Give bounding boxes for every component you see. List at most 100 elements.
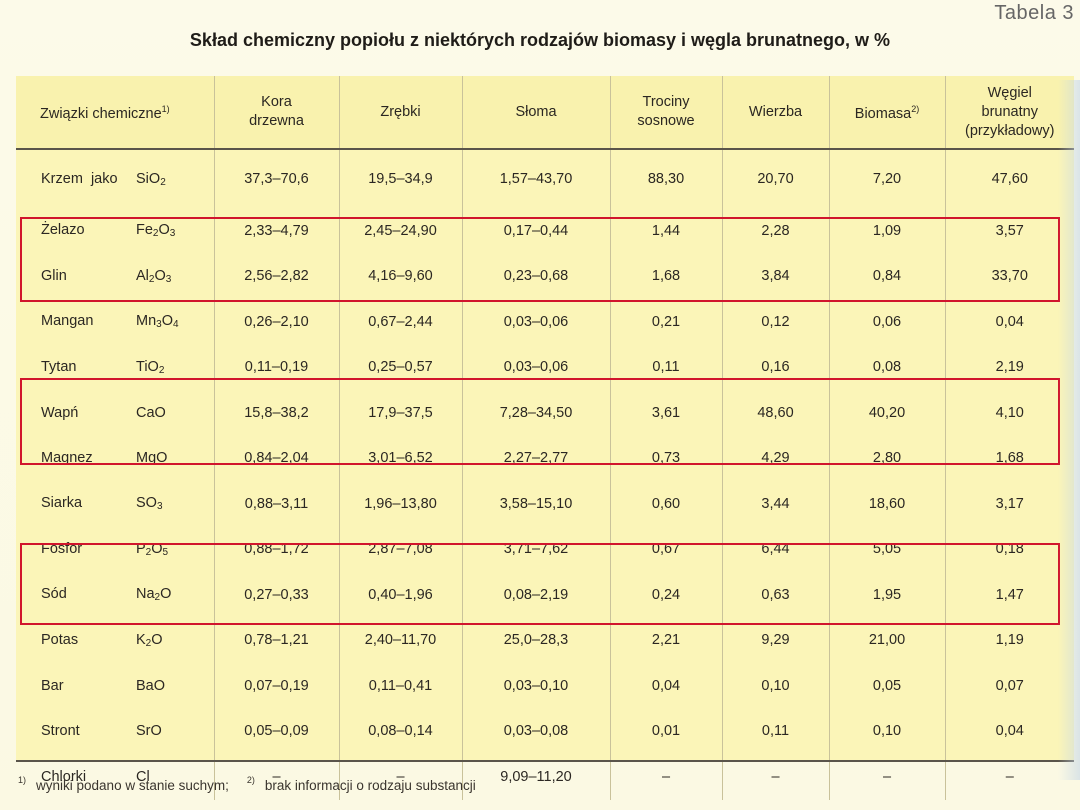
compound-cell: Stront SrO: [16, 709, 214, 755]
formula-symbol: O: [145, 495, 157, 512]
compound-name: Krzem jako: [41, 170, 118, 187]
header-zrebki: Zrębki: [338, 76, 462, 150]
table-row: Wapń CaO 15,8–38,2 17,9–37,5 7,28–34,50 3,61 4…: [16, 390, 1074, 436]
formula-symbol: Ti: [136, 358, 148, 375]
compound-cell: Tytan TiO2: [16, 345, 214, 391]
footnote-2-mark: 2): [246, 775, 255, 785]
formula-symbol: Cl: [136, 768, 150, 785]
value-cell-kora: 15,8–38,2: [213, 390, 339, 436]
compound-formula: K2O: [136, 632, 163, 649]
formula-symbol: O: [148, 170, 161, 187]
value-cell-wegiel: 47,60: [944, 149, 1074, 208]
footnote-2-text: brak informacji o rodzaju substancji: [264, 778, 476, 793]
header-biomasa-footnote-mark: 2): [911, 104, 920, 115]
compound-name: Siarka: [41, 495, 83, 512]
formula-symbol: O: [154, 267, 166, 284]
value-cell-zrebki: 2,40–11,70: [338, 617, 462, 663]
compound-cell: Krzem jako SiO2: [16, 149, 214, 208]
header-kora-line1: Kora: [261, 94, 292, 110]
header-wegiel-line1: Węgiel: [987, 84, 1032, 101]
compound-formula: SrO: [136, 723, 162, 739]
value-cell-sloma: 25,0–28,3: [461, 617, 610, 663]
value-cell-sloma: 0,17–0,44: [461, 208, 610, 254]
footnotes: 1) wyniki podano w stanie suchym; 2) brak i…: [18, 775, 476, 793]
compound-formula: BaO: [136, 678, 165, 694]
compound-cell: Potas K2O: [16, 618, 214, 664]
table-number-label: Tabela 3: [994, 2, 1074, 24]
header-biomasa: Biomasa2): [828, 76, 945, 150]
compound-formula: SiO2: [136, 171, 166, 188]
value-cell-biomasa: 5,05: [828, 526, 945, 572]
compound-cell: Żelazo Fe2O3: [16, 208, 214, 254]
ash-composition-table: Związki chemiczne1) Kora drzewna Zrębki …: [16, 76, 1074, 800]
value-cell-wegiel: 1,47: [944, 572, 1074, 618]
formula-symbol: O: [161, 313, 173, 330]
value-cell-wierzba: 0,63: [721, 572, 829, 618]
table-bottom-rule: [16, 760, 1074, 762]
value-cell-biomasa: 0,08: [828, 344, 945, 390]
value-cell-zrebki: 4,16–9,60: [338, 253, 462, 299]
header-compound-footnote-mark: 1): [161, 104, 170, 115]
compound-formula: Na2O: [136, 586, 171, 603]
value-cell-sloma: 1,57–43,70: [461, 149, 610, 208]
table-row: Potas K2O 0,78–1,21 2,40–11,70 25,0–28,3 2,21…: [16, 617, 1074, 664]
value-cell-sloma: 0,03–0,06: [461, 344, 610, 390]
value-cell-kora: 0,78–1,21: [213, 617, 339, 663]
header-wegiel-line3: (przykładowy): [965, 122, 1055, 139]
compound-name: Stront: [41, 723, 80, 740]
formula-symbol: K: [136, 631, 146, 648]
compound-cell: Siarka SO3: [16, 481, 214, 527]
value-cell-biomasa: 0,10: [828, 708, 945, 754]
formula-symbol: O: [147, 358, 159, 375]
compound-name: Glin: [41, 267, 67, 284]
compound-name: Sód: [41, 586, 67, 603]
formula-symbol: CaO: [136, 404, 166, 421]
value-cell-kora: 0,11–0,19: [213, 344, 339, 390]
value-cell-biomasa: 1,95: [828, 572, 945, 618]
footnote-1-text: wyniki podano w stanie suchym;: [36, 778, 229, 793]
formula-subscript: 4: [173, 319, 179, 331]
formula-symbol: Mn: [136, 313, 157, 330]
table-row: Siarka SO3 0,88–3,11 1,96–13,80 3,58–15,10 0,…: [16, 481, 1074, 527]
formula-subscript: 2: [154, 592, 161, 604]
header-row: Związki chemiczne1) Kora drzewna Zrębki …: [16, 76, 1074, 150]
formula-symbol: O: [151, 540, 163, 557]
value-cell-wierzba: 2,28: [721, 208, 829, 254]
compound-cell: Wapń CaO: [16, 390, 214, 436]
value-cell-wierzba: 0,12: [721, 299, 829, 345]
table-row: Sód Na2O 0,27–0,33 0,40–1,96 0,08–2,19 0,24 0,…: [16, 572, 1074, 618]
value-cell-zrebki: 0,11–0,41: [338, 663, 462, 709]
compound-cell: Magnez MgO: [16, 436, 214, 482]
value-cell-trociny: 0,04: [609, 663, 722, 709]
value-cell-zrebki: 0,67–2,44: [338, 299, 462, 345]
header-sloma: Słoma: [461, 76, 610, 150]
value-cell-biomasa: 0,84: [828, 253, 945, 299]
formula-subscript: 3: [156, 319, 162, 331]
value-cell-wegiel: 1,68: [944, 435, 1074, 481]
compound-formula: Fe2O3: [136, 222, 175, 239]
header-trociny-line1: Trociny: [642, 94, 690, 110]
table-row: Fosfor P2O5 0,88–1,72 2,87–7,08 3,71–7,62 0,6…: [16, 526, 1074, 572]
value-cell-wierzba: 4,29: [721, 435, 829, 481]
compound-formula: TiO2: [136, 359, 164, 376]
formula-symbol: SrO: [136, 723, 162, 740]
value-cell-wierzba: 48,60: [721, 390, 829, 436]
compound-formula: CaO: [136, 405, 166, 421]
compound-formula: SO3: [136, 495, 163, 512]
compound-formula: Mn3O4: [136, 313, 179, 330]
compound-cell: Chlorki Cl: [16, 754, 214, 800]
formula-subscript: 2: [148, 273, 155, 285]
value-cell-trociny: 0,73: [609, 435, 722, 481]
value-cell-biomasa: 1,09: [828, 208, 945, 254]
value-cell-trociny: 3,61: [609, 390, 722, 436]
table-row: Mangan Mn3O4 0,26–2,10 0,67–2,44 0,03–0,06 0,…: [16, 299, 1074, 345]
value-cell-sloma: 7,28–34,50: [461, 390, 610, 436]
table-row: Żelazo Fe2O3 2,33–4,79 2,45–24,90 0,17–0,44 1…: [16, 208, 1074, 254]
value-cell-kora: 0,26–2,10: [213, 299, 339, 345]
formula-symbol: Si: [136, 170, 149, 187]
header-compound: Związki chemiczne1): [16, 76, 214, 150]
value-cell-trociny: 2,21: [609, 617, 722, 663]
value-cell-wegiel: 0,04: [944, 708, 1074, 754]
value-cell-wierzba: 20,70: [721, 149, 829, 208]
